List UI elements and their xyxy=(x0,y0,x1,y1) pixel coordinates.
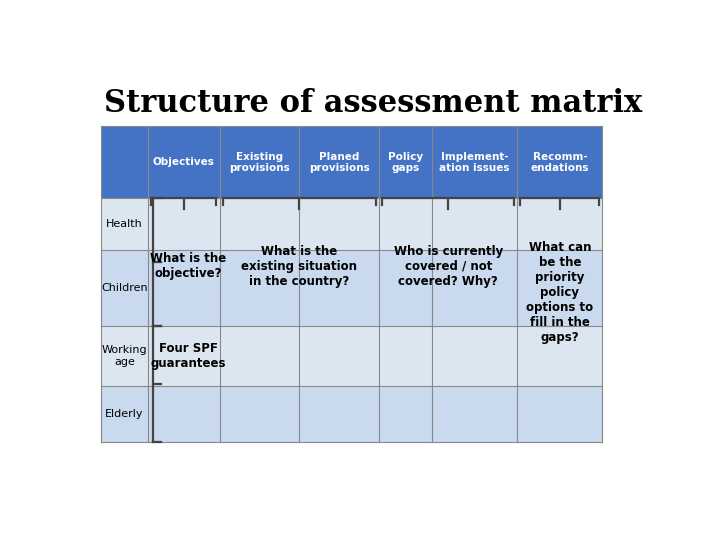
Bar xyxy=(101,386,148,442)
Text: Planed
provisions: Planed provisions xyxy=(309,152,369,173)
Bar xyxy=(517,386,603,442)
Bar xyxy=(300,326,379,386)
Bar xyxy=(517,198,603,251)
Bar xyxy=(432,326,517,386)
Bar xyxy=(432,251,517,326)
Bar xyxy=(101,198,148,251)
Bar xyxy=(379,251,432,326)
Text: Working
age: Working age xyxy=(102,346,148,367)
Bar xyxy=(517,251,603,326)
Bar xyxy=(379,326,432,386)
Bar xyxy=(517,326,603,386)
Text: Four SPF
guarantees: Four SPF guarantees xyxy=(150,342,226,370)
Text: Objectives: Objectives xyxy=(153,157,215,167)
Text: Children: Children xyxy=(102,284,148,293)
Bar xyxy=(220,126,300,198)
Bar xyxy=(148,386,220,442)
Bar xyxy=(300,126,379,198)
Bar xyxy=(300,251,379,326)
Bar xyxy=(148,251,220,326)
Text: Policy
gaps: Policy gaps xyxy=(388,152,423,173)
Bar xyxy=(220,326,300,386)
Text: Elderly: Elderly xyxy=(105,409,144,419)
Bar xyxy=(379,126,432,198)
Bar xyxy=(101,251,148,326)
Bar xyxy=(148,126,220,198)
Text: What is the
objective?: What is the objective? xyxy=(150,252,227,280)
Bar xyxy=(220,198,300,251)
Bar xyxy=(101,326,148,386)
Text: What is the
existing situation
in the country?: What is the existing situation in the co… xyxy=(241,245,357,288)
Text: Structure of assessment matrix: Structure of assessment matrix xyxy=(104,88,642,119)
Bar xyxy=(220,386,300,442)
Bar xyxy=(432,126,517,198)
Bar xyxy=(300,198,379,251)
Bar xyxy=(101,126,148,198)
Bar xyxy=(432,386,517,442)
Text: Existing
provisions: Existing provisions xyxy=(229,152,290,173)
Text: Recomm-
endations: Recomm- endations xyxy=(531,152,589,173)
Text: Health: Health xyxy=(107,219,143,230)
Text: Who is currently
covered / not
covered? Why?: Who is currently covered / not covered? … xyxy=(394,245,503,288)
Bar xyxy=(379,198,432,251)
Text: Implement-
ation issues: Implement- ation issues xyxy=(439,152,510,173)
Bar xyxy=(517,126,603,198)
Bar xyxy=(300,386,379,442)
Bar xyxy=(432,198,517,251)
Bar xyxy=(379,386,432,442)
Bar xyxy=(220,251,300,326)
Bar xyxy=(148,326,220,386)
Text: What can
be the
priority
policy
options to
fill in the
gaps?: What can be the priority policy options … xyxy=(526,241,593,344)
Bar xyxy=(148,198,220,251)
